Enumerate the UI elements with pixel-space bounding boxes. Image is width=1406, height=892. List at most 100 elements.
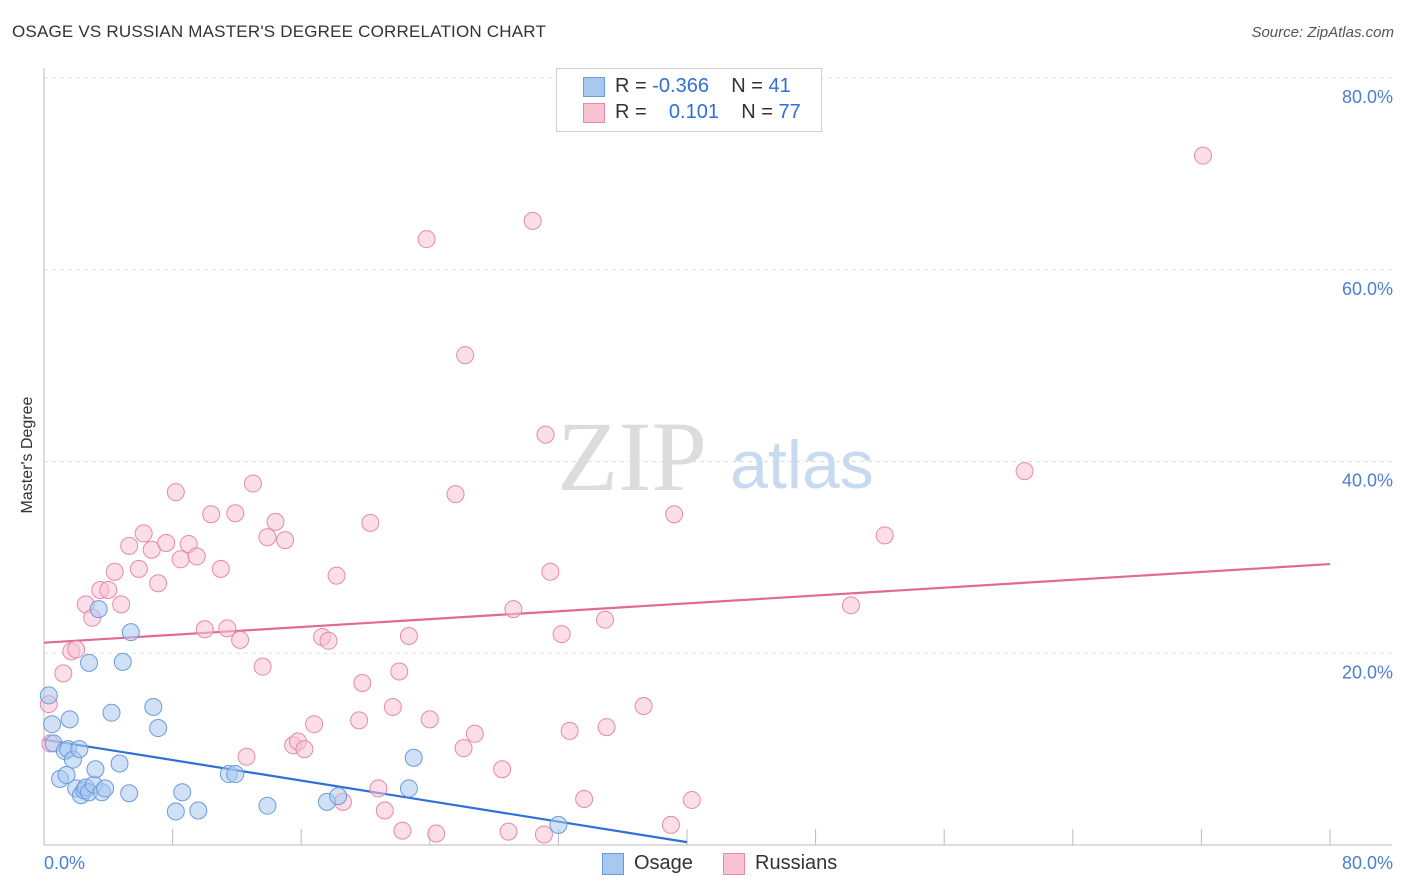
point-russians bbox=[218, 619, 237, 638]
point-russians bbox=[417, 230, 436, 249]
point-russians bbox=[211, 559, 230, 578]
point-osage bbox=[144, 697, 163, 716]
point-osage bbox=[86, 760, 105, 779]
point-russians bbox=[295, 740, 314, 759]
point-russians bbox=[120, 536, 139, 555]
legend-swatch-russians bbox=[583, 103, 605, 123]
correlation-legend: R = -0.366 N = 41 R = 0.101 N = 77 bbox=[556, 68, 822, 132]
point-osage bbox=[329, 787, 348, 806]
point-osage bbox=[399, 779, 418, 798]
point-russians bbox=[552, 625, 571, 644]
legend-r-value-osage: -0.366 bbox=[652, 75, 709, 97]
point-osage bbox=[189, 801, 208, 820]
point-russians bbox=[157, 533, 176, 552]
point-osage bbox=[43, 715, 62, 734]
legend-swatch-osage bbox=[583, 77, 605, 97]
legend-n-label: N = bbox=[741, 101, 779, 123]
point-russians bbox=[305, 715, 324, 734]
point-russians bbox=[129, 559, 148, 578]
point-osage bbox=[226, 765, 245, 784]
point-osage bbox=[39, 686, 58, 705]
point-russians bbox=[393, 821, 412, 840]
point-russians bbox=[375, 801, 394, 820]
point-russians bbox=[327, 566, 346, 585]
point-russians bbox=[253, 657, 272, 676]
point-russians bbox=[634, 696, 653, 715]
point-osage bbox=[102, 703, 121, 722]
y-tick-label: 40.0% bbox=[1342, 471, 1393, 491]
point-osage bbox=[149, 719, 168, 738]
point-osage bbox=[166, 802, 185, 821]
x-tick-label: 0.0% bbox=[44, 853, 85, 873]
point-russians bbox=[171, 550, 190, 569]
point-russians bbox=[226, 504, 245, 523]
point-russians bbox=[187, 547, 206, 566]
point-russians bbox=[369, 779, 388, 798]
point-russians bbox=[353, 673, 372, 692]
point-osage bbox=[258, 796, 277, 815]
point-russians bbox=[560, 721, 579, 740]
data-points bbox=[39, 146, 1213, 844]
point-russians bbox=[266, 512, 285, 531]
point-osage bbox=[80, 653, 99, 672]
tick-labels: 20.0% 40.0% 60.0% 80.0% 0.0% 80.0% bbox=[44, 87, 1393, 873]
point-russians bbox=[237, 747, 256, 766]
legend-n-label: N = bbox=[731, 75, 769, 97]
point-russians bbox=[390, 662, 409, 681]
legend-label-russians: Russians bbox=[755, 852, 838, 874]
legend-swatch-osage bbox=[602, 853, 624, 875]
point-russians bbox=[67, 640, 86, 659]
x-tick-label: 80.0% bbox=[1342, 853, 1393, 873]
point-russians bbox=[54, 664, 73, 683]
watermark: ZIP atlas bbox=[557, 401, 874, 512]
point-russians bbox=[454, 739, 473, 758]
point-russians bbox=[523, 211, 542, 230]
y-tick-label: 80.0% bbox=[1342, 87, 1393, 107]
point-russians bbox=[243, 474, 262, 493]
point-russians bbox=[493, 760, 512, 779]
trend-lines bbox=[43, 562, 1331, 844]
point-russians bbox=[420, 710, 439, 729]
point-osage bbox=[70, 740, 89, 759]
trend-line-russians bbox=[43, 562, 1331, 644]
point-russians bbox=[446, 485, 465, 504]
point-osage bbox=[404, 748, 423, 767]
point-russians bbox=[661, 815, 680, 834]
point-osage bbox=[110, 754, 129, 773]
point-russians bbox=[665, 505, 684, 524]
watermark-zip: ZIP bbox=[557, 401, 707, 512]
point-russians bbox=[231, 630, 250, 649]
point-russians bbox=[1194, 146, 1213, 165]
point-russians bbox=[499, 822, 518, 841]
point-russians bbox=[596, 610, 615, 629]
point-osage bbox=[120, 784, 139, 803]
point-russians bbox=[166, 483, 185, 502]
series-legend: Osage Russians bbox=[0, 852, 1406, 878]
chart-title: OSAGE VS RUSSIAN MASTER'S DEGREE CORRELA… bbox=[12, 22, 547, 41]
point-osage bbox=[121, 623, 140, 642]
legend-n-value-russians: 77 bbox=[778, 101, 801, 123]
point-russians bbox=[258, 528, 277, 547]
legend-r-value-russians: 0.101 bbox=[668, 101, 719, 123]
point-osage bbox=[57, 766, 76, 785]
point-russians bbox=[536, 425, 555, 444]
point-osage bbox=[549, 815, 568, 834]
point-russians bbox=[456, 346, 475, 365]
source-label: Source: ZipAtlas.com bbox=[1251, 24, 1394, 41]
point-russians bbox=[682, 790, 701, 809]
legend-r-label: R = bbox=[615, 101, 653, 123]
point-russians bbox=[134, 524, 153, 543]
trend-line-osage bbox=[43, 738, 688, 844]
point-russians bbox=[383, 697, 402, 716]
point-russians bbox=[465, 724, 484, 743]
legend-r-label: R = bbox=[615, 75, 653, 97]
point-russians bbox=[105, 562, 124, 581]
point-russians bbox=[1015, 462, 1034, 481]
point-russians bbox=[875, 526, 894, 545]
point-russians bbox=[276, 531, 295, 550]
point-osage bbox=[89, 600, 108, 619]
legend-label-osage: Osage bbox=[634, 852, 693, 874]
axes bbox=[43, 68, 1392, 846]
y-tick-label: 60.0% bbox=[1342, 279, 1393, 299]
